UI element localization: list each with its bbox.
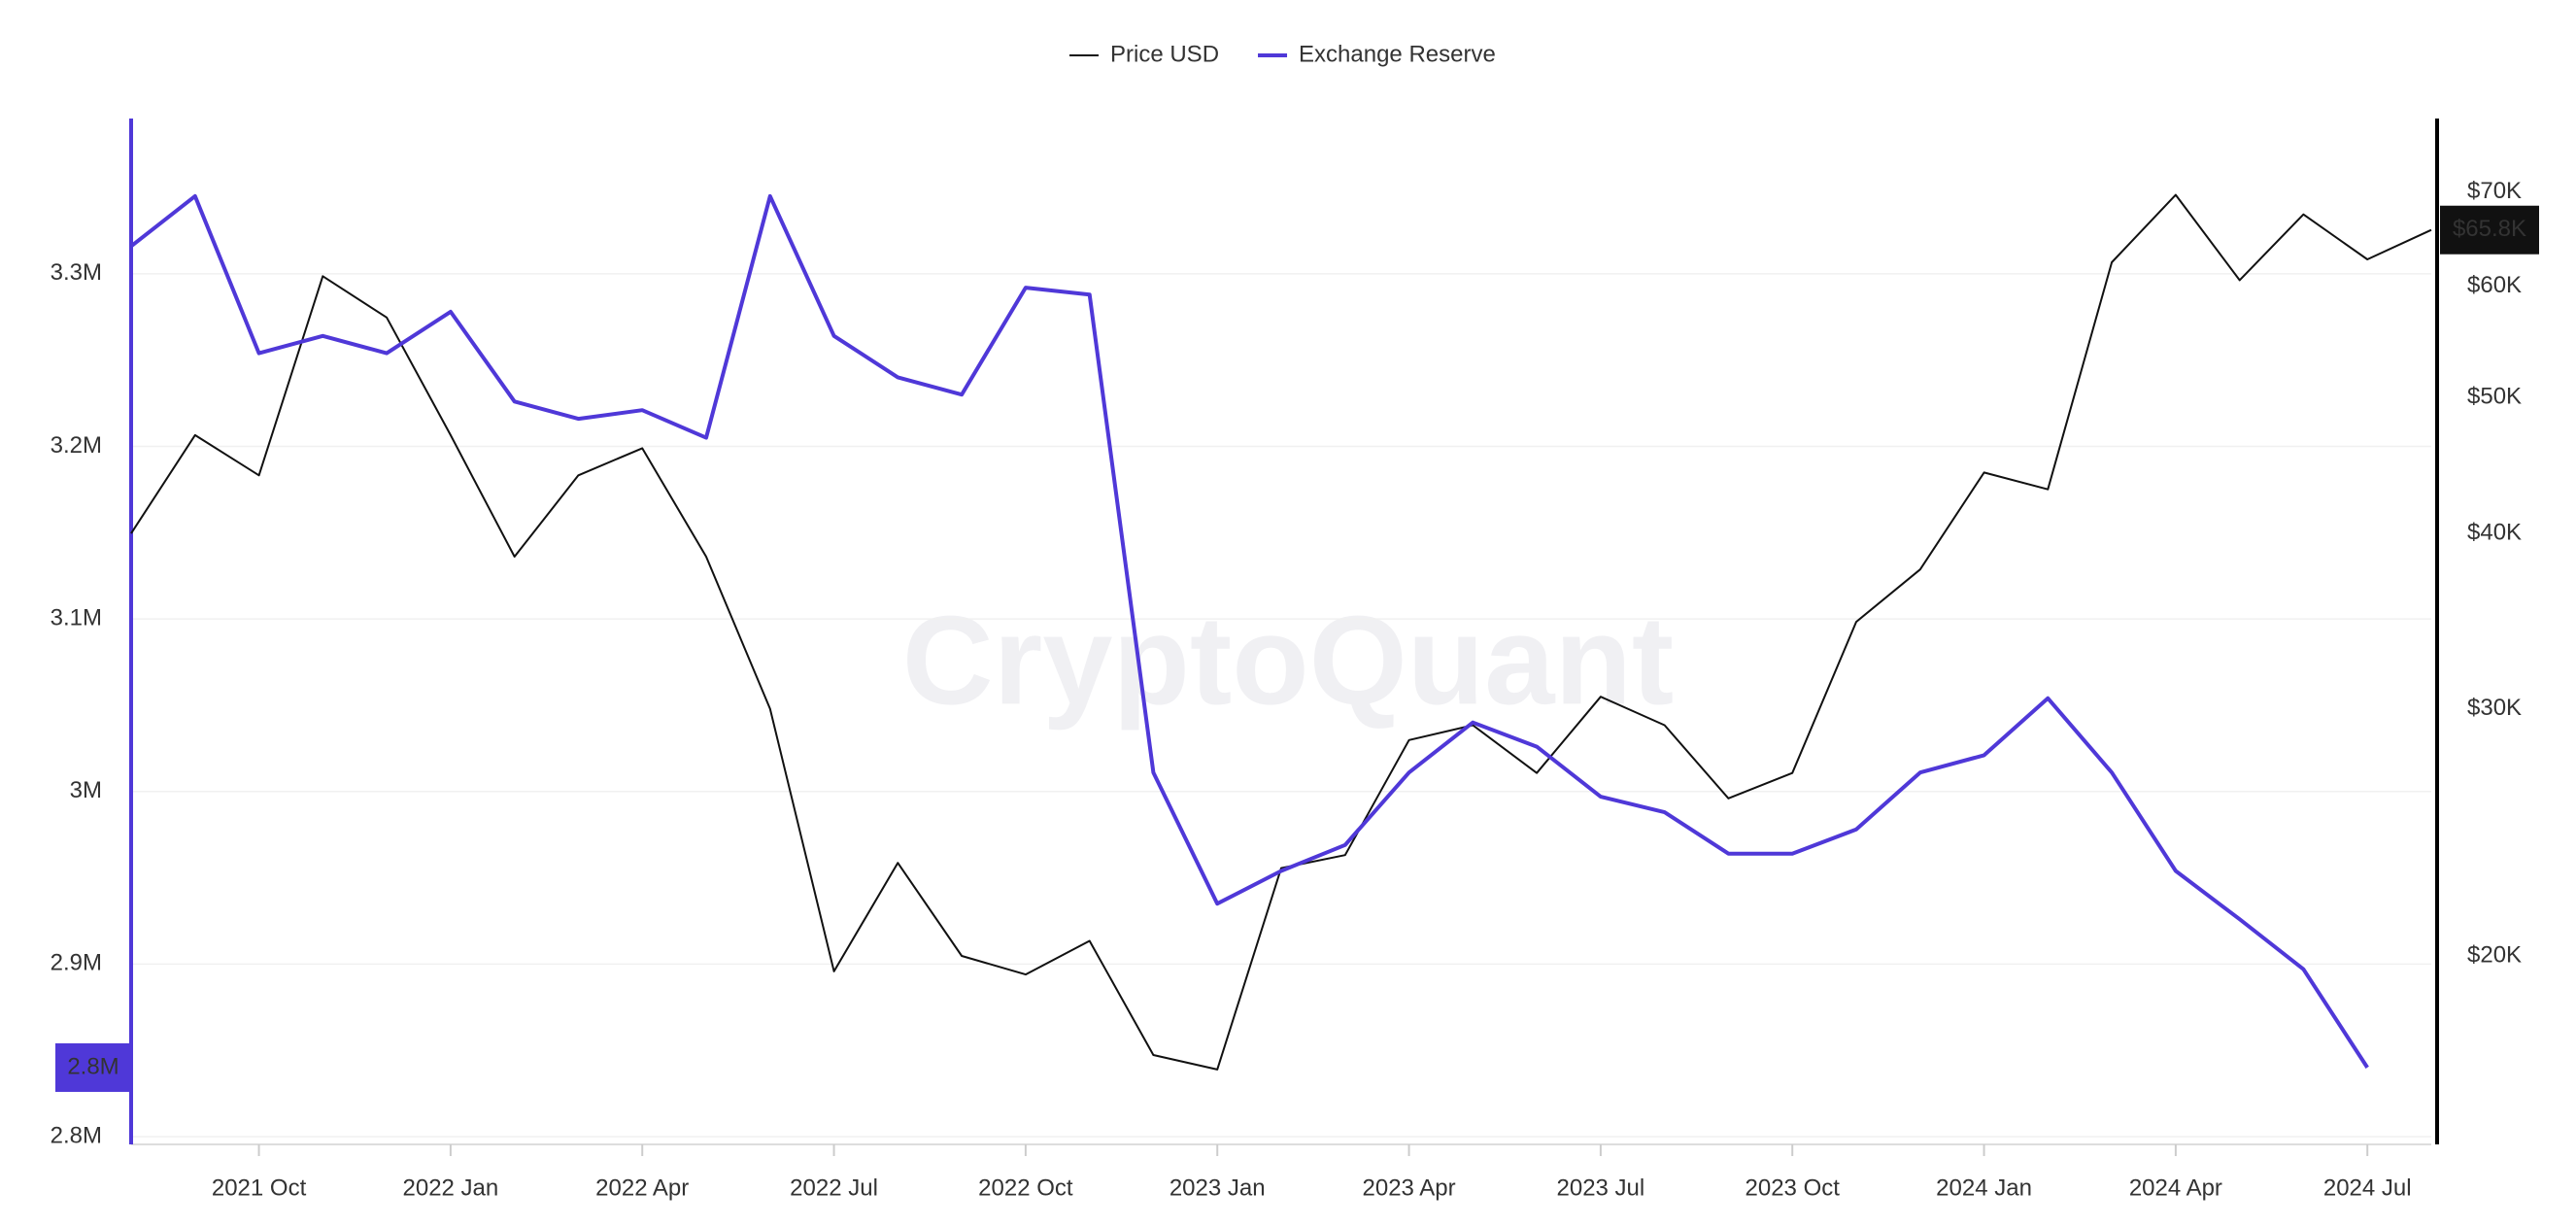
y-marker-box — [55, 1042, 131, 1092]
series-line — [129, 193, 2369, 1069]
series-line — [130, 193, 2432, 1071]
y-tick-label: 3.1M — [51, 604, 102, 630]
x-tick-label: 2022 Jul — [790, 1175, 878, 1201]
x-tick-label: 2023 Apr — [1363, 1175, 1456, 1201]
y-tick-label: 3M — [70, 777, 102, 803]
legend-label: Price USD — [1110, 41, 1219, 67]
x-tick-label: 2021 Oct — [212, 1175, 307, 1201]
y-tick-label: 3.3M — [51, 259, 102, 286]
y2-tick-label: $30K — [2467, 695, 2522, 721]
legend-label: Exchange Reserve — [1299, 41, 1496, 67]
y2-tick-label: $60K — [2467, 272, 2522, 298]
y-tick-label: 2.9M — [51, 950, 102, 976]
x-tick-label: 2022 Jan — [403, 1175, 499, 1201]
y2-tick-label: $70K — [2467, 178, 2522, 204]
y2-marker-box — [2440, 205, 2539, 255]
x-tick-label: 2022 Oct — [978, 1175, 1073, 1201]
x-tick-label: 2024 Jan — [1936, 1175, 2032, 1201]
x-tick-label: 2022 Apr — [595, 1175, 689, 1201]
x-tick-label: 2023 Oct — [1746, 1175, 1841, 1201]
y-tick-label: 3.2M — [51, 432, 102, 459]
y2-tick-label: $40K — [2467, 519, 2522, 545]
y2-tick-label: $50K — [2467, 383, 2522, 409]
x-tick-label: 2023 Jan — [1169, 1175, 1266, 1201]
y-tick-label: 2.8M — [51, 1122, 102, 1148]
y2-tick-label: $20K — [2467, 941, 2522, 968]
watermark: CryptoQuant — [902, 589, 1674, 731]
y2-marker-label: $65.8K — [2453, 216, 2526, 242]
x-tick-label: 2023 Jul — [1557, 1175, 1645, 1201]
x-tick-label: 2024 Jul — [2323, 1175, 2412, 1201]
x-tick-label: 2024 Apr — [2129, 1175, 2222, 1201]
y-marker-label: 2.8M — [67, 1053, 119, 1079]
